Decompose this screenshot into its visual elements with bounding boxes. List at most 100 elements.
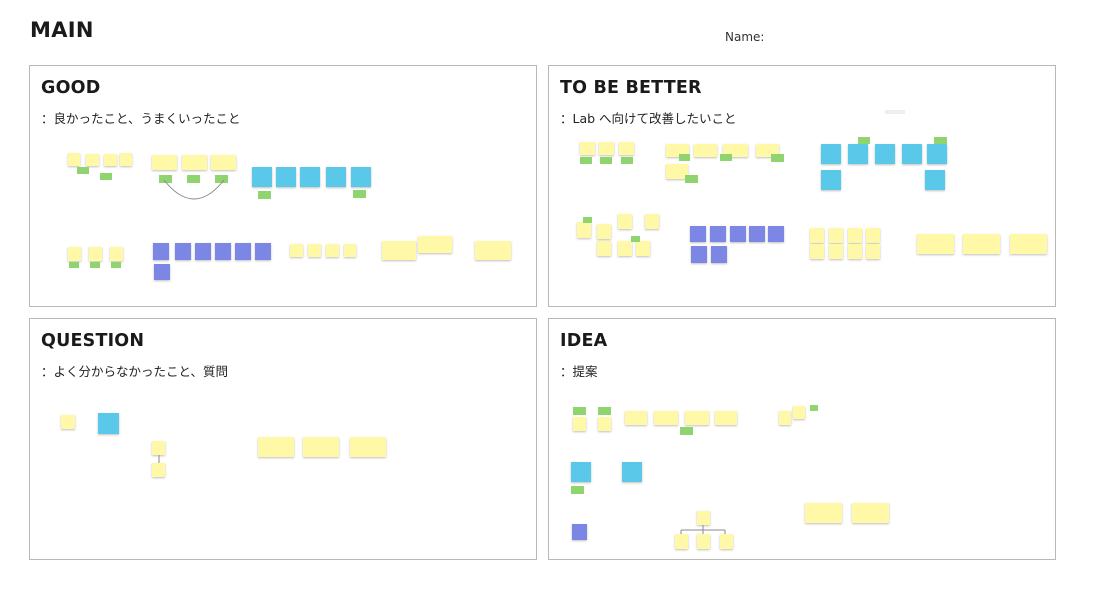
sticky-note[interactable] — [290, 244, 303, 257]
sticky-note[interactable] — [326, 167, 346, 187]
sticky-note[interactable] — [154, 264, 170, 280]
sticky-note[interactable] — [258, 191, 271, 199]
sticky-note[interactable] — [152, 441, 165, 455]
sticky-note[interactable] — [152, 463, 165, 477]
sticky-note[interactable] — [120, 153, 132, 166]
sticky-note[interactable] — [159, 175, 172, 183]
sticky-note[interactable] — [598, 407, 611, 415]
sticky-note[interactable] — [925, 170, 945, 190]
sticky-note[interactable] — [308, 244, 321, 257]
sticky-note[interactable] — [353, 190, 366, 198]
sticky-note[interactable] — [619, 142, 634, 155]
sticky-note[interactable] — [691, 246, 707, 263]
sticky-note[interactable] — [580, 157, 592, 164]
sticky-note[interactable] — [810, 244, 824, 259]
sticky-note[interactable] — [583, 217, 592, 223]
sticky-note[interactable] — [300, 167, 320, 187]
sticky-note[interactable] — [111, 262, 121, 268]
sticky-note[interactable] — [829, 228, 843, 243]
sticky-note[interactable] — [382, 241, 416, 260]
sticky-note[interactable] — [654, 411, 678, 425]
sticky-note[interactable] — [98, 413, 119, 434]
sticky-note[interactable] — [680, 427, 693, 435]
sticky-note[interactable] — [685, 411, 709, 425]
sticky-note[interactable] — [768, 226, 784, 242]
sticky-note[interactable] — [697, 511, 710, 525]
sticky-note[interactable] — [69, 262, 79, 268]
sticky-note[interactable] — [597, 224, 611, 239]
sticky-note[interactable] — [110, 247, 123, 261]
sticky-note[interactable] — [711, 246, 727, 263]
sticky-note[interactable] — [666, 164, 688, 179]
sticky-note[interactable] — [61, 415, 75, 429]
sticky-note[interactable] — [625, 411, 647, 425]
sticky-note[interactable] — [571, 462, 591, 482]
sticky-note[interactable] — [598, 417, 611, 431]
sticky-note[interactable] — [636, 241, 650, 256]
frame-idea[interactable]: IDEA ：提案 — [548, 318, 1056, 560]
sticky-note[interactable] — [215, 243, 231, 260]
sticky-note[interactable] — [104, 154, 117, 166]
sticky-note[interactable] — [153, 243, 169, 260]
sticky-note[interactable] — [875, 144, 895, 164]
sticky-note[interactable] — [710, 226, 726, 242]
sticky-note[interactable] — [77, 167, 89, 174]
sticky-note[interactable] — [697, 534, 710, 549]
frame-question[interactable]: QUESTION ：よく分からなかったこと、質問 — [29, 318, 537, 560]
sticky-note[interactable] — [715, 411, 737, 425]
sticky-note[interactable] — [152, 155, 177, 170]
sticky-note[interactable] — [580, 142, 595, 155]
sticky-note[interactable] — [694, 144, 717, 157]
sticky-note[interactable] — [175, 243, 191, 260]
sticky-note[interactable] — [810, 228, 824, 243]
sticky-note[interactable] — [326, 244, 339, 257]
sticky-note[interactable] — [848, 228, 862, 243]
sticky-note[interactable] — [771, 154, 784, 162]
sticky-note[interactable] — [829, 244, 843, 259]
sticky-note[interactable] — [351, 167, 371, 187]
sticky-note[interactable] — [934, 137, 947, 144]
sticky-note[interactable] — [927, 144, 947, 164]
sticky-note[interactable] — [573, 407, 586, 415]
sticky-note[interactable] — [866, 228, 880, 243]
sticky-note[interactable] — [622, 462, 642, 482]
sticky-note[interactable] — [255, 243, 271, 260]
sticky-note[interactable] — [756, 144, 779, 157]
sticky-note[interactable] — [597, 241, 611, 256]
sticky-note[interactable] — [866, 244, 880, 259]
sticky-note[interactable] — [621, 157, 633, 164]
frame-good[interactable]: GOOD ：良かったこと、うまくいったこと — [29, 65, 537, 307]
sticky-note[interactable] — [577, 222, 591, 238]
sticky-note[interactable] — [600, 157, 612, 164]
sticky-note[interactable] — [675, 534, 688, 549]
sticky-note[interactable] — [723, 144, 748, 157]
sticky-note[interactable] — [303, 437, 339, 457]
sticky-note[interactable] — [902, 144, 922, 164]
sticky-note[interactable] — [89, 247, 102, 261]
sticky-note[interactable] — [350, 437, 386, 457]
sticky-note[interactable] — [848, 244, 862, 259]
sticky-note[interactable] — [631, 236, 640, 242]
sticky-note[interactable] — [276, 167, 296, 187]
sticky-note[interactable] — [730, 226, 746, 242]
sticky-note[interactable] — [779, 411, 791, 425]
sticky-note[interactable] — [195, 243, 211, 260]
sticky-note[interactable] — [821, 144, 841, 164]
sticky-note[interactable] — [685, 175, 698, 183]
sticky-note[interactable] — [679, 154, 690, 161]
sticky-note[interactable] — [720, 534, 733, 549]
sticky-note[interactable] — [810, 405, 818, 411]
sticky-note[interactable] — [182, 155, 207, 170]
sticky-note[interactable] — [793, 406, 805, 419]
sticky-note[interactable] — [690, 226, 706, 242]
sticky-note[interactable] — [475, 241, 511, 260]
sticky-note[interactable] — [215, 175, 228, 183]
sticky-note[interactable] — [599, 142, 614, 155]
sticky-note[interactable] — [749, 226, 765, 242]
sticky-note[interactable] — [418, 236, 452, 253]
sticky-note[interactable] — [852, 503, 889, 523]
sticky-note[interactable] — [344, 244, 356, 257]
sticky-note[interactable] — [858, 137, 870, 144]
sticky-note[interactable] — [68, 247, 81, 261]
sticky-note[interactable] — [100, 173, 112, 180]
